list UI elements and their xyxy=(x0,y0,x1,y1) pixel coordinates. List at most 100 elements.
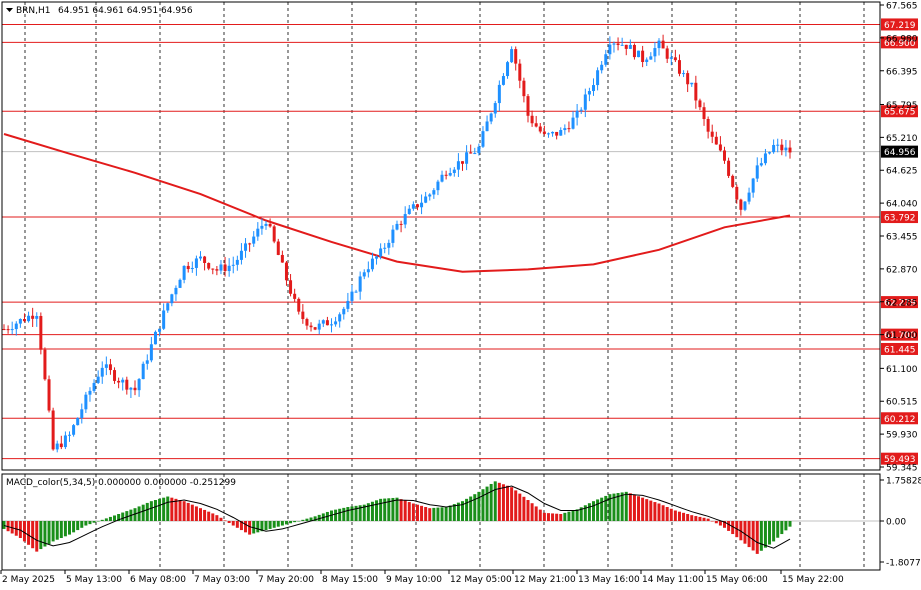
macd-bar xyxy=(481,489,485,521)
candle-body xyxy=(297,298,301,312)
candle-body xyxy=(55,443,59,450)
candle-body xyxy=(92,382,96,391)
macd-bar xyxy=(260,521,264,532)
macd-bar xyxy=(723,521,726,528)
macd-bar xyxy=(399,499,403,521)
candle-body xyxy=(436,181,440,191)
macd-bar xyxy=(747,521,751,548)
macd-bar xyxy=(170,497,174,521)
macd-bar xyxy=(653,502,657,521)
candle-body xyxy=(305,319,309,326)
candle-body xyxy=(96,376,100,383)
ohlc-label: 64.951 64.961 64.951 64.956 xyxy=(58,6,193,16)
macd-bar xyxy=(186,502,190,521)
macd-bar xyxy=(718,521,722,526)
macd-bar xyxy=(551,513,555,521)
x-tick-label: 2 May 2025 xyxy=(2,575,55,585)
level-label: 66.900 xyxy=(884,39,916,49)
level-tag xyxy=(881,342,918,355)
macd-bar xyxy=(620,492,624,521)
macd-bar xyxy=(338,508,342,521)
macd-bar xyxy=(563,512,567,521)
macd-bar xyxy=(706,518,710,521)
candle-body xyxy=(420,202,424,208)
candle-body xyxy=(125,379,129,390)
macd-y-tick-label: 0.00 xyxy=(886,518,906,528)
candle-body xyxy=(743,201,747,210)
candle-body xyxy=(506,62,510,77)
candle-body xyxy=(718,144,722,151)
candle-body xyxy=(264,223,268,226)
x-tick-label: 5 May 13:00 xyxy=(66,575,122,585)
macd-bar xyxy=(370,501,374,521)
candle-body xyxy=(227,265,231,272)
macd-bar xyxy=(522,496,526,521)
candle-body xyxy=(710,131,714,137)
candle-body xyxy=(592,85,595,92)
candle-body xyxy=(534,123,538,127)
macd-bar xyxy=(432,507,436,521)
candle-body xyxy=(149,344,153,361)
candle-body xyxy=(27,315,31,322)
candle-body xyxy=(211,268,215,270)
macd-bar xyxy=(616,493,620,521)
candle-body xyxy=(51,410,55,450)
macd-bar xyxy=(583,505,587,521)
candle-body xyxy=(780,144,784,151)
macd-bar xyxy=(493,481,497,521)
candle-body xyxy=(2,329,6,331)
candle-body xyxy=(747,192,751,202)
candle-body xyxy=(473,153,477,155)
candle-body xyxy=(608,44,612,55)
macd-bar xyxy=(39,521,43,550)
candle-body xyxy=(63,435,67,448)
candle-body xyxy=(530,115,534,124)
candle-body xyxy=(268,223,272,227)
level-tag xyxy=(881,36,918,49)
candle-body xyxy=(10,329,14,331)
candle-body xyxy=(84,394,88,410)
candle-body xyxy=(583,94,587,110)
macd-bar xyxy=(72,521,76,533)
macd-bar xyxy=(63,521,67,537)
macd-bar xyxy=(510,487,514,521)
macd-bar xyxy=(256,521,260,533)
candle-body xyxy=(735,186,739,200)
macd-bar xyxy=(2,521,6,529)
macd-bar xyxy=(10,521,14,534)
macd-bar xyxy=(297,521,301,522)
macd-bar xyxy=(47,521,51,544)
macd-title: MACD_color(5,34,5) 0.000000 0.000000 -0.… xyxy=(6,478,236,488)
dropdown-triangle-icon[interactable] xyxy=(6,8,13,12)
x-tick-label: 7 May 20:00 xyxy=(258,575,314,585)
candle-body xyxy=(366,269,370,273)
candle-body xyxy=(72,425,76,435)
macd-panel-frame xyxy=(1,473,881,571)
candle-body xyxy=(698,100,702,108)
candle-body xyxy=(317,323,321,330)
candle-body xyxy=(571,117,575,129)
candle-body xyxy=(276,241,280,255)
macd-bar xyxy=(489,483,493,521)
macd-bar xyxy=(76,521,80,531)
macd-bar xyxy=(280,521,284,526)
candle-body xyxy=(772,144,776,153)
candle-body xyxy=(714,136,718,145)
macd-bar xyxy=(153,500,157,521)
y-tick-label: 65.795 xyxy=(886,101,918,111)
candle-body xyxy=(370,258,374,270)
macd-bar xyxy=(268,521,272,529)
macd-bar xyxy=(420,505,424,521)
y-tick-label: 64.040 xyxy=(886,200,918,210)
candle-body xyxy=(141,363,145,380)
candle-body xyxy=(39,315,43,350)
macd-bar xyxy=(690,515,694,521)
macd-bar xyxy=(661,505,665,521)
candle-body xyxy=(80,409,84,419)
macd-bar xyxy=(440,507,444,521)
chart-header: BRN,H1 64.951 64.961 64.951 64.956 xyxy=(6,6,193,16)
macd-bar xyxy=(628,493,632,521)
macd-bar xyxy=(497,482,501,521)
candle-body xyxy=(178,279,182,288)
